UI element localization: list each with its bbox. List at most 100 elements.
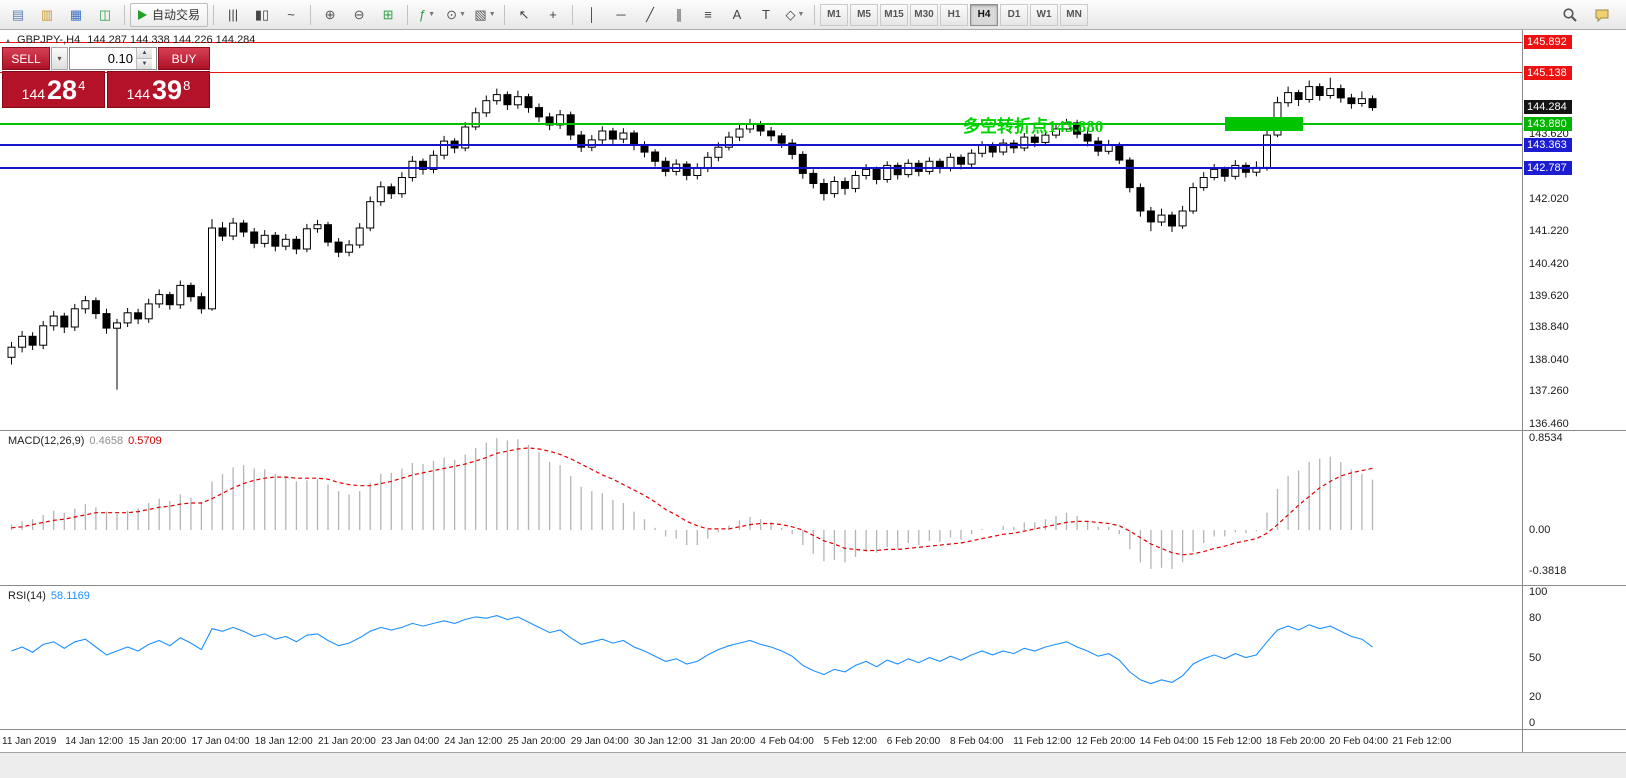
equidistant-channel-icon[interactable]: ∥	[665, 3, 693, 27]
rsi-indicator-chart[interactable]	[0, 586, 1522, 729]
time-axis-label: 11 Jan 2019	[2, 736, 57, 747]
price-axis-label: 136.460	[1529, 417, 1569, 430]
timeframe-m5[interactable]: M5	[850, 3, 879, 26]
trade-options-dropdown[interactable]: ▾	[51, 47, 68, 70]
sell-price-box[interactable]: 144 28 4	[2, 71, 105, 108]
status-bar	[0, 752, 1626, 778]
chart-window-icon[interactable]: ▥	[33, 3, 61, 27]
vertical-line-icon: │	[587, 7, 597, 22]
panel-separator[interactable]	[0, 729, 1626, 730]
indicators-icon[interactable]: ƒ ▼	[413, 3, 441, 27]
macd-signal-value: 0.5709	[128, 435, 162, 447]
zoom-in-icon[interactable]: ⊕	[316, 3, 344, 27]
chat-icon[interactable]	[1590, 3, 1614, 27]
macd-axis-label: -0.3818	[1529, 565, 1567, 578]
timeframe-d1[interactable]: D1	[1000, 3, 1029, 26]
one-click-trading-panel: SELL ▾ ▲ ▼ BUY 144 28 4 144 39 8	[2, 47, 210, 108]
market-watch-icon[interactable]: ▦	[62, 3, 90, 27]
ohlc-values: 144.287 144.338 144.226 144.284	[87, 34, 256, 46]
shapes-icon[interactable]: ◇ ▼	[781, 3, 809, 27]
price-axis-label: 139.620	[1529, 289, 1569, 302]
crosshair-icon[interactable]: +	[539, 3, 567, 27]
templates-icon[interactable]: ▧ ▼	[471, 3, 499, 27]
zoom-in-icon: ⊕	[324, 7, 336, 22]
periods-icon[interactable]: ⊙ ▼	[442, 3, 470, 27]
timeframe-h1[interactable]: H1	[940, 3, 969, 26]
volume-input[interactable]	[70, 48, 136, 69]
cursor-icon[interactable]: ↖	[510, 3, 538, 27]
market-watch-icon: ▦	[69, 7, 83, 22]
volume-up-icon[interactable]: ▲	[137, 48, 152, 58]
candlestick-mode-icon: ▮▯	[254, 7, 270, 22]
zoom-out-icon[interactable]: ⊖	[345, 3, 373, 27]
time-axis-label: 6 Feb 20:00	[886, 736, 941, 747]
text-label-icon[interactable]: T	[752, 3, 780, 27]
time-axis-label: 21 Feb 12:00	[1392, 736, 1452, 747]
horizontal-line-icon[interactable]: ─	[607, 3, 635, 27]
volume-stepper: ▲ ▼	[136, 48, 152, 69]
time-axis-label: 25 Jan 20:00	[507, 736, 566, 747]
horizontal-line-143.880[interactable]	[0, 122, 1522, 125]
time-axis-label: 30 Jan 12:00	[634, 736, 692, 747]
toolbar-separator	[124, 4, 125, 25]
trendline-icon[interactable]: ╱	[636, 3, 664, 27]
macd-indicator-chart[interactable]	[0, 431, 1522, 585]
sell-button[interactable]: SELL	[2, 47, 50, 70]
horizontal-line-145.892[interactable]	[0, 41, 1522, 43]
pivot-annotation-text[interactable]: 多空转折点143.880	[963, 116, 1104, 136]
price-level-label: 143.880	[1524, 116, 1572, 131]
chart-overlay: 多空转折点143.880	[0, 30, 1522, 430]
time-axis-label: 29 Jan 04:00	[570, 736, 629, 747]
timeframe-w1[interactable]: W1	[1030, 3, 1059, 26]
bar-chart-mode-icon: |||	[227, 7, 239, 22]
chevron-down-icon: ▼	[797, 11, 805, 18]
buy-button[interactable]: BUY	[158, 47, 210, 70]
timeframe-m30[interactable]: M30	[910, 3, 939, 26]
horizontal-line-145.138[interactable]	[0, 72, 1522, 74]
timeframe-mn[interactable]: MN	[1060, 3, 1089, 26]
panel-separator[interactable]	[0, 585, 1626, 586]
bar-chart-mode-icon[interactable]: |||	[219, 3, 247, 27]
price-level-label: 145.138	[1524, 65, 1572, 80]
fibonacci-icon[interactable]: ≡	[694, 3, 722, 27]
equidistant-channel-icon: ∥	[675, 7, 683, 22]
timeframe-m15[interactable]: M15	[880, 3, 909, 26]
price-axis[interactable]: 143.620 142.020 141.220 140.420 139.620 138.8…	[1522, 30, 1626, 752]
line-chart-mode-icon[interactable]: ~	[277, 3, 305, 27]
sell-price-pips: 28	[47, 75, 78, 105]
timeframe-m1[interactable]: M1	[820, 3, 849, 26]
time-axis-label: 24 Jan 12:00	[444, 736, 503, 747]
toolbar-separator	[213, 4, 215, 25]
new-order-icon[interactable]: ▤	[4, 3, 32, 27]
text-icon[interactable]: A	[723, 3, 751, 27]
sell-price-point: 4	[78, 78, 86, 93]
zoom-out-icon: ⊖	[353, 7, 365, 22]
buy-price-box[interactable]: 144 39 8	[107, 71, 210, 108]
highlight-rectangle[interactable]	[1225, 116, 1303, 131]
navigator-icon[interactable]: ◫	[91, 3, 119, 27]
macd-main-value: 0.4658	[89, 435, 124, 447]
autotrading-button[interactable]: 自动交易	[130, 2, 209, 27]
candlestick-mode-icon[interactable]: ▮▯	[248, 3, 276, 27]
candlestick-chart[interactable]	[0, 30, 1522, 430]
periods-icon: ⊙	[446, 7, 457, 22]
vertical-line-icon[interactable]: │	[578, 3, 606, 27]
macd-series	[10, 438, 1374, 569]
tile-windows-icon[interactable]: ⊞	[374, 3, 402, 27]
time-axis[interactable]: 11 Jan 2019 14 Jan 12:00 15 Jan 20:00 17 Ja…	[0, 730, 1626, 752]
time-axis-label: 12 Feb 20:00	[1076, 736, 1136, 747]
horizontal-line-142.787[interactable]	[0, 166, 1522, 169]
timeframe-h4[interactable]: H4	[970, 3, 999, 26]
volume-down-icon[interactable]: ▼	[137, 58, 152, 69]
horizontal-line-143.363[interactable]	[0, 143, 1522, 146]
rsi-series	[11, 615, 1373, 685]
time-axis-label: 15 Jan 20:00	[128, 736, 187, 747]
volume-field: ▲ ▼	[69, 47, 157, 70]
rsi-axis-label: 0	[1529, 717, 1536, 729]
rsi-label: RSI(14) 58.1169	[8, 590, 90, 602]
panel-separator[interactable]	[0, 430, 1626, 431]
symbol-ohlc-row: ▴ GBPJPY-,H4 144.287 144.338 144.226 144…	[6, 34, 255, 46]
search-icon[interactable]	[1558, 3, 1582, 27]
price-axis-label: 143.620	[1529, 128, 1569, 141]
time-axis-label: 11 Feb 12:00	[1013, 736, 1072, 747]
